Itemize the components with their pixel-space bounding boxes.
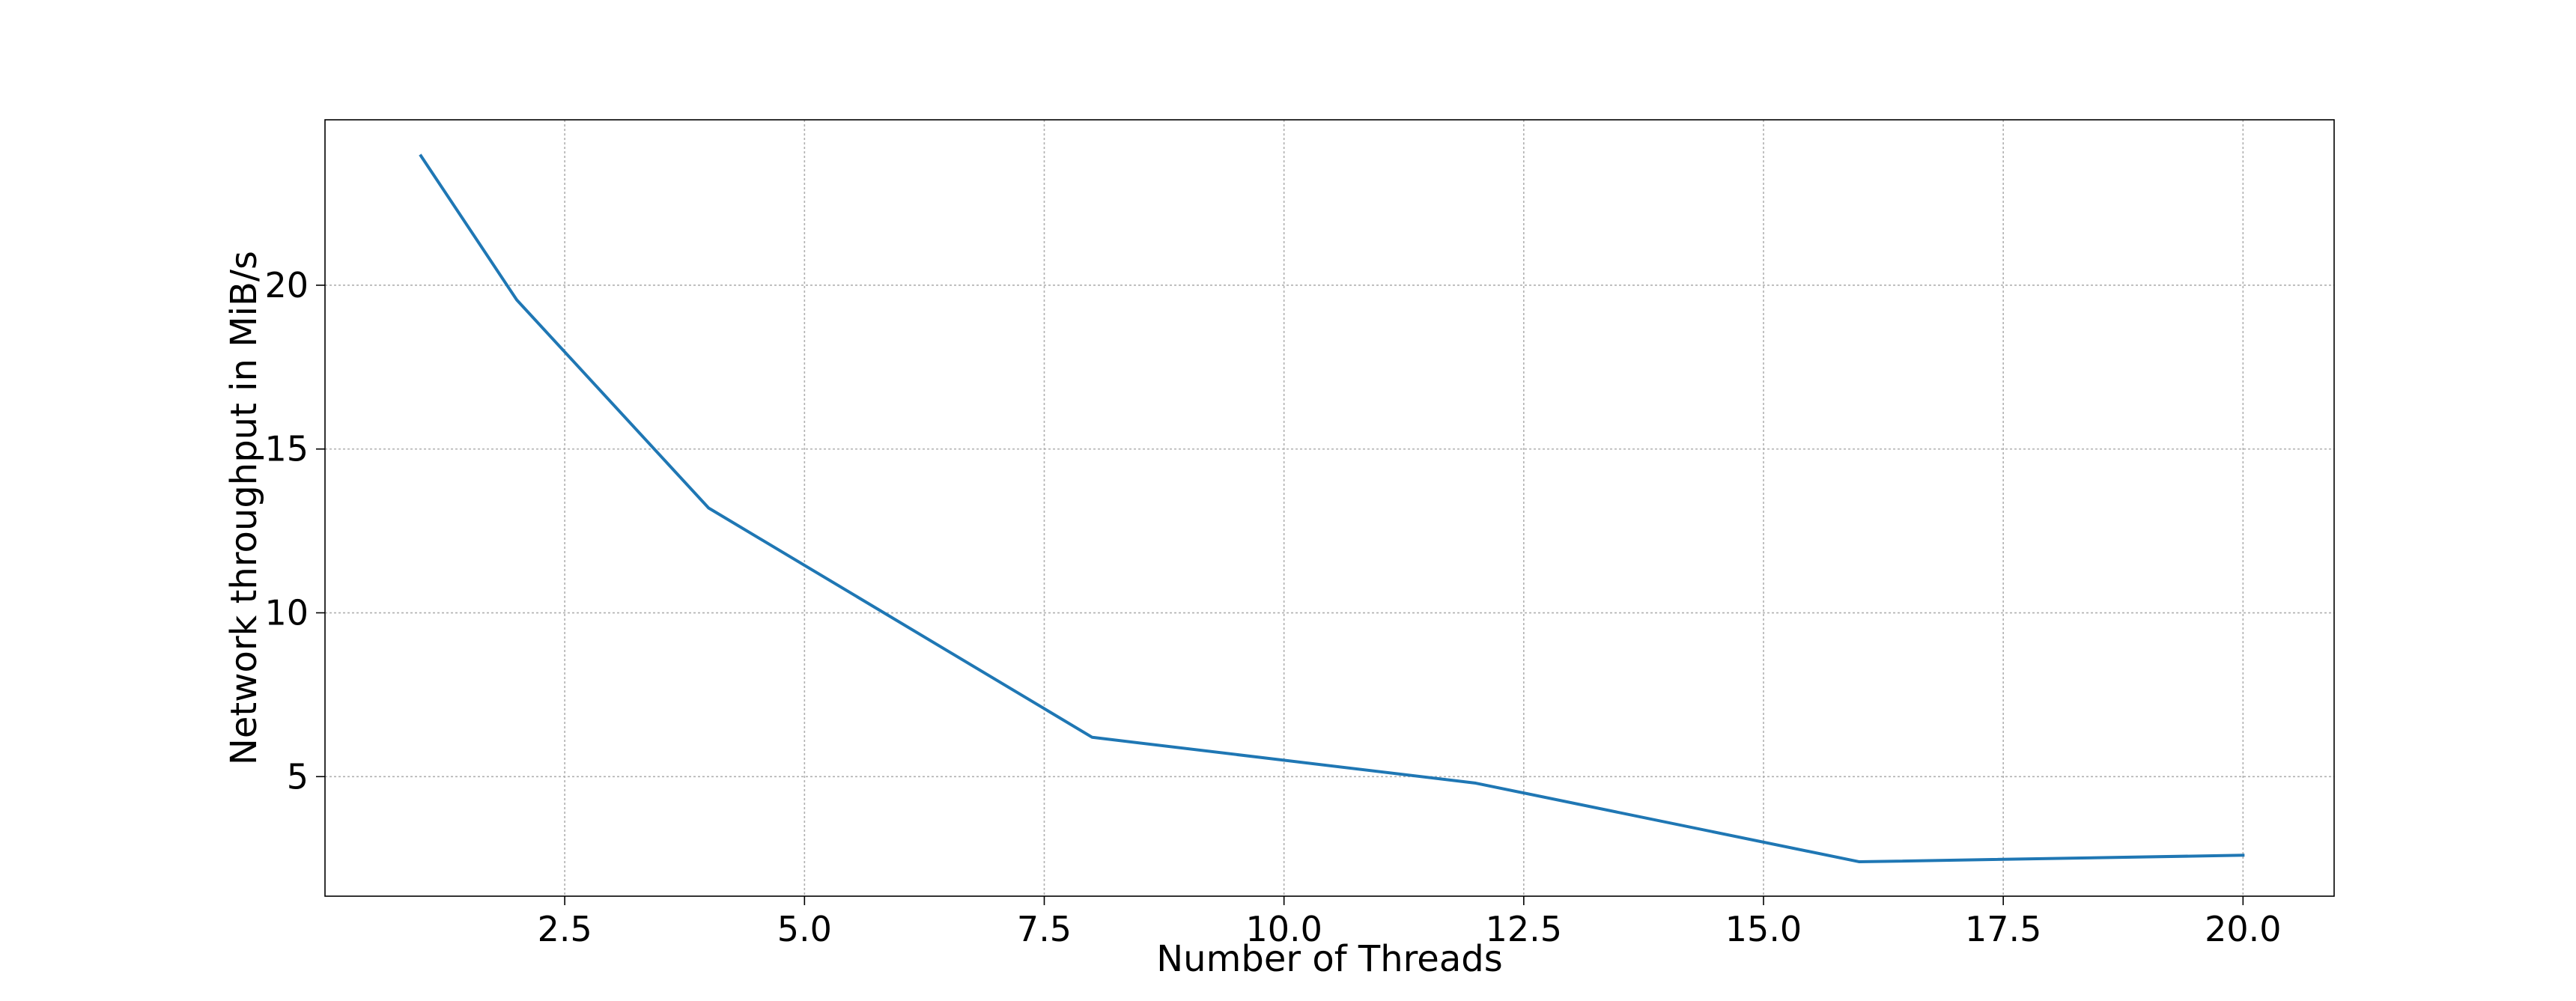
grid-lines xyxy=(325,120,2334,896)
x-tick-label: 7.5 xyxy=(1017,909,1072,949)
x-tick-label: 5.0 xyxy=(777,909,832,949)
y-tick-label: 5 xyxy=(287,756,309,797)
x-tick-label: 12.5 xyxy=(1486,909,1562,949)
series-line-0 xyxy=(419,153,2245,864)
y-tick-label: 10 xyxy=(264,593,309,633)
plot-frame xyxy=(324,119,2335,897)
x-tick-label: 15.0 xyxy=(1725,909,1802,949)
x-tick-label: 10.0 xyxy=(1245,909,1322,949)
x-tick-label: 2.5 xyxy=(538,909,592,949)
series-lines xyxy=(419,153,2245,864)
x-tick-label: 20.0 xyxy=(2205,909,2281,949)
x-tick-label: 17.5 xyxy=(1965,909,2041,949)
y-tick-label: 15 xyxy=(264,429,309,469)
y-tick-label: 20 xyxy=(264,265,309,305)
y-axis-label: Network throughput in MiB/s xyxy=(223,251,265,765)
x-axis-label: Number of Threads xyxy=(1156,938,1502,980)
axis-ticks: 2.5 5.0 7.5 10.0 12.5 15.0 17.5 20.0 5 10 15 20 xyxy=(264,265,2281,949)
